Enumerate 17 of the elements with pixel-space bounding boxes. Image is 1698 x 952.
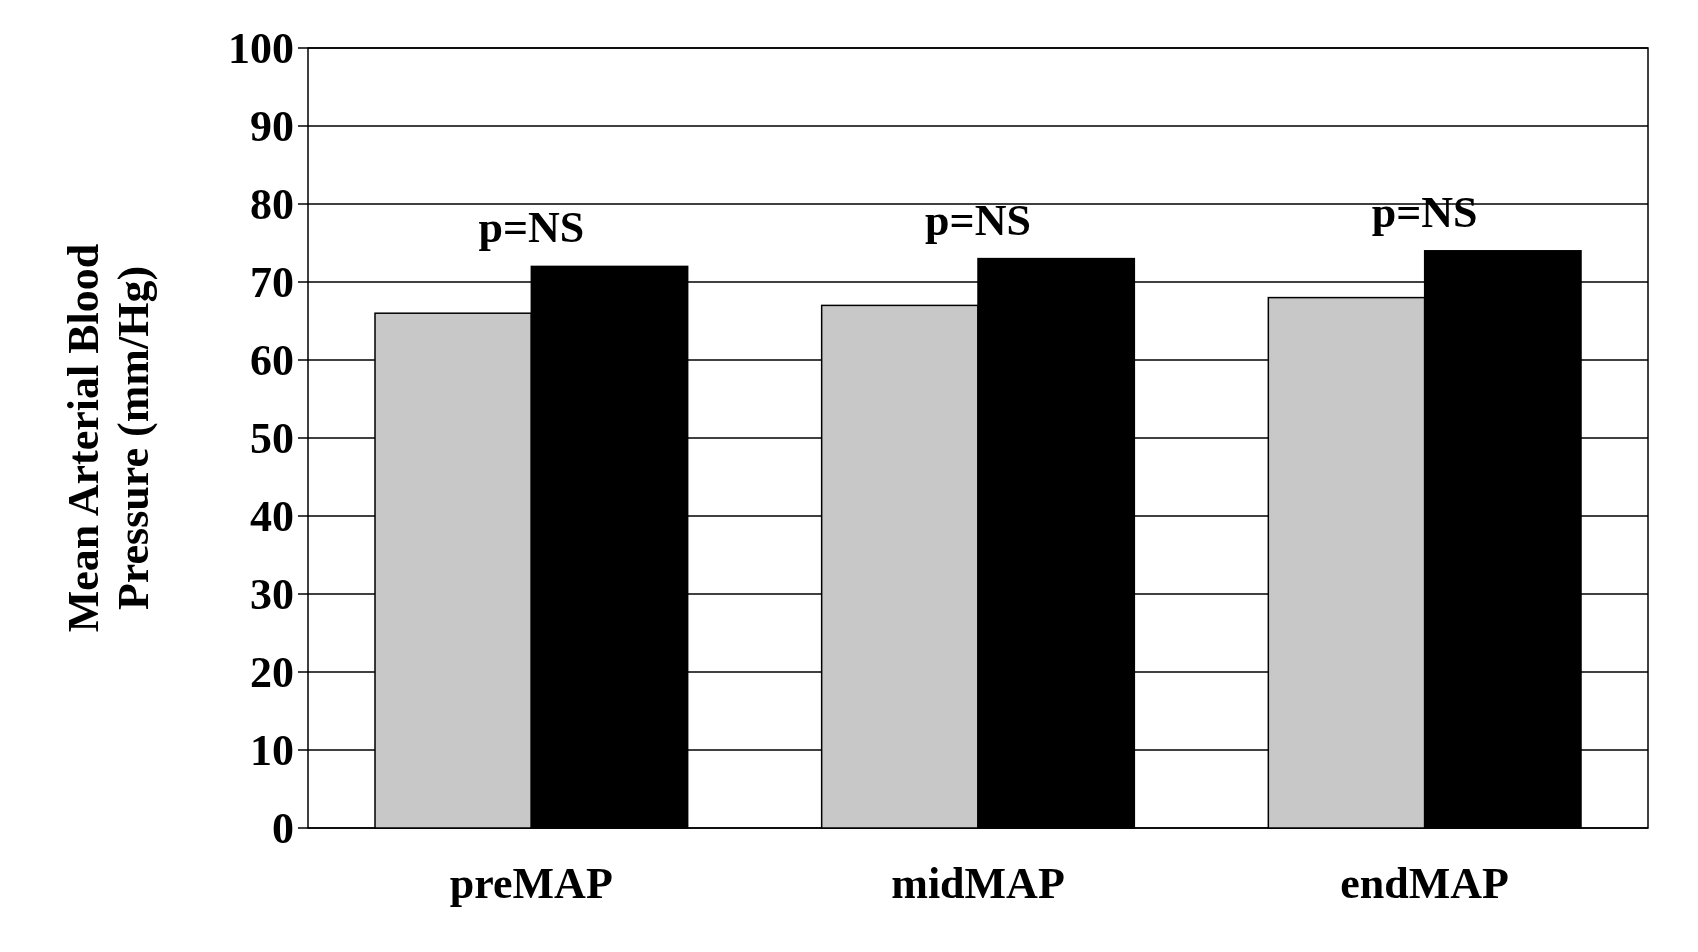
y-tick-label: 60 [250, 336, 294, 386]
y-tick-label: 30 [250, 570, 294, 620]
x-tick-label: preMAP [449, 859, 613, 908]
x-tick-label: endMAP [1340, 859, 1509, 908]
y-tick-label: 100 [228, 24, 294, 74]
annotation: p=NS [925, 195, 1031, 245]
y-tick-label: 10 [250, 726, 294, 776]
y-tick-label: 50 [250, 414, 294, 464]
y-tick-label: 40 [250, 492, 294, 542]
y-tick-label: 20 [250, 648, 294, 698]
y-axis-title: Mean Arterial Blood Pressure (mm/Hg) [59, 243, 159, 633]
y-tick-label: 0 [272, 804, 294, 854]
y-tick-label: 80 [250, 180, 294, 230]
y-tick-label: 90 [250, 102, 294, 152]
annotation: p=NS [478, 203, 585, 253]
y-tick-label: 70 [250, 258, 294, 308]
x-tick-label: midMAP [891, 859, 1065, 908]
